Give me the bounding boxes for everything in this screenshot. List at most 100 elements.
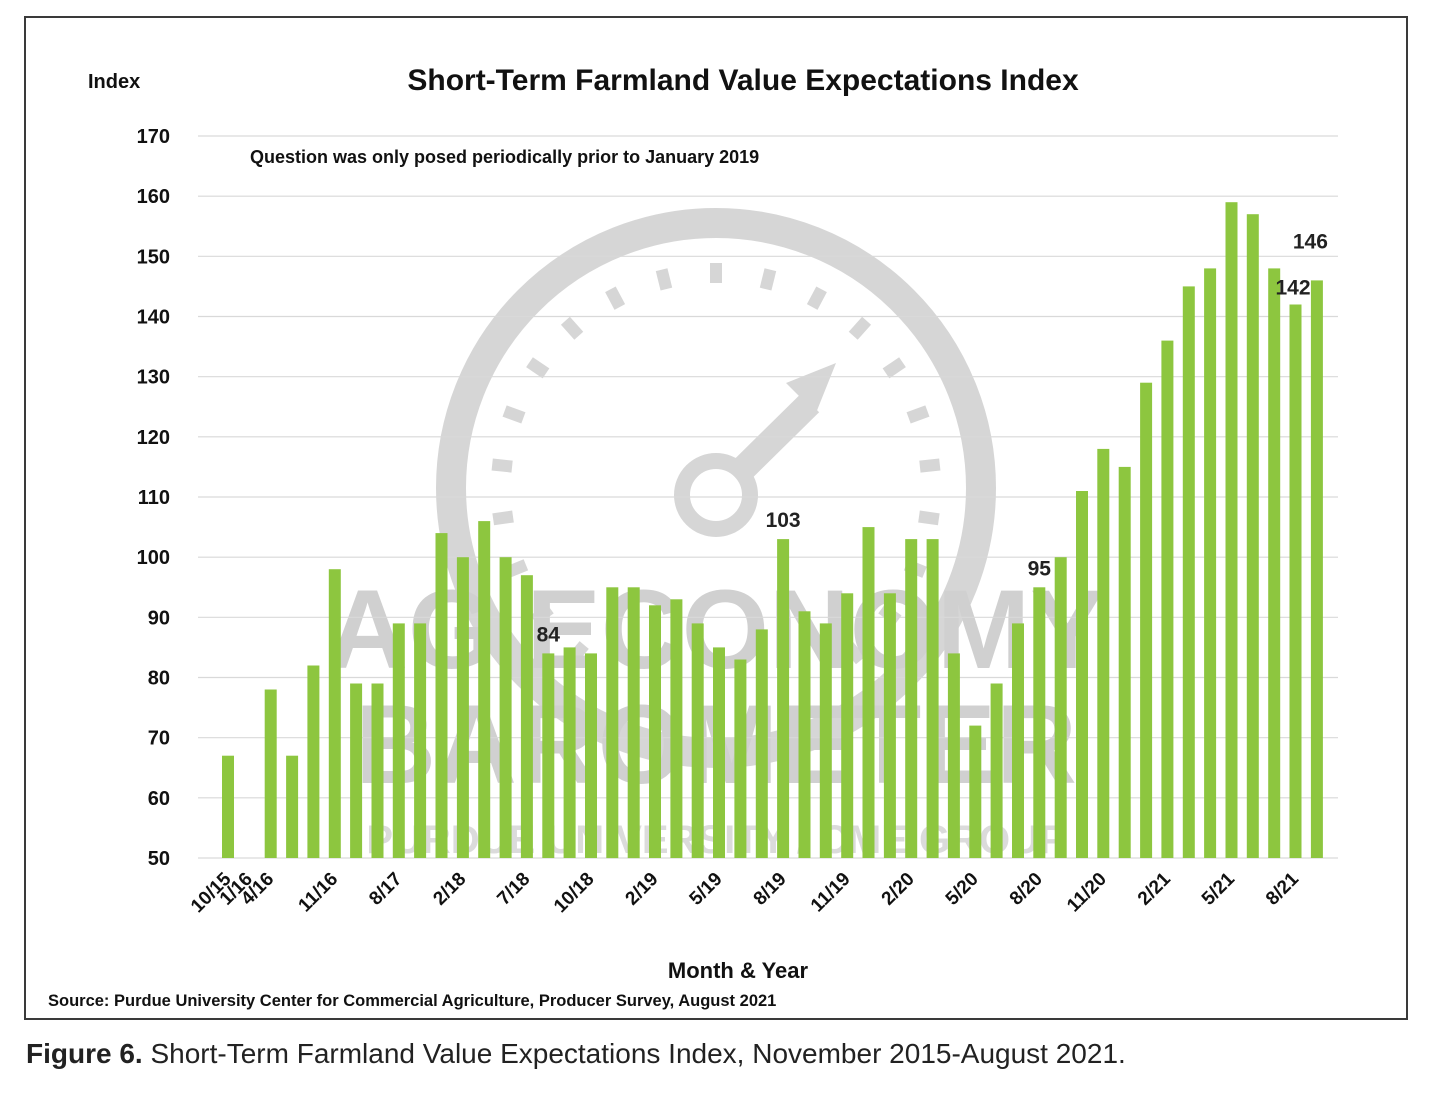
bar bbox=[499, 557, 512, 858]
bar bbox=[734, 659, 747, 858]
bar bbox=[862, 527, 875, 858]
bar bbox=[1310, 280, 1323, 858]
watermark-gauge-tick bbox=[502, 405, 526, 424]
bar bbox=[755, 629, 768, 858]
bar bbox=[990, 683, 1003, 858]
bar bbox=[1118, 466, 1131, 858]
watermark-gauge-tick bbox=[605, 286, 626, 310]
bar bbox=[435, 533, 448, 858]
chart-frame: AG ECONOMY BAROMETER PURDUE UNIVERSITY /… bbox=[24, 16, 1408, 1020]
y-tick-label: 120 bbox=[137, 427, 170, 449]
x-tick-label: 10/18 bbox=[550, 869, 598, 917]
bar bbox=[264, 689, 277, 858]
y-tick-label: 50 bbox=[148, 848, 170, 870]
y-tick-label: 70 bbox=[148, 728, 170, 750]
y-tick-label: 150 bbox=[137, 246, 170, 268]
y-tick-label: 110 bbox=[138, 487, 170, 509]
watermark-gauge-tick bbox=[919, 458, 941, 473]
watermark-gauge-tick bbox=[906, 405, 930, 424]
bar bbox=[585, 653, 597, 858]
bar bbox=[819, 623, 832, 858]
x-tick-label: 5/20 bbox=[942, 869, 983, 910]
x-tick-label: 8/17 bbox=[365, 869, 406, 910]
watermark-gauge-tick bbox=[526, 357, 550, 379]
figure-caption-text: Short-Term Farmland Value Expectations I… bbox=[142, 1038, 1126, 1069]
bar bbox=[905, 539, 918, 858]
bar bbox=[969, 725, 982, 858]
bar bbox=[691, 623, 704, 858]
bar bbox=[1012, 623, 1024, 858]
bar bbox=[606, 587, 619, 859]
bar bbox=[1289, 304, 1302, 858]
bar bbox=[392, 623, 405, 858]
figure-label: Figure 6. bbox=[26, 1038, 143, 1069]
bar bbox=[1225, 202, 1238, 858]
y-tick-label: 170 bbox=[137, 126, 170, 148]
x-axis-tick-labels: 10/151/164/16 11/16 8/17 2/18 7/18 10/18 2/19 5… bbox=[187, 868, 1303, 917]
data-label: 146 bbox=[1293, 230, 1328, 253]
data-label: 142 bbox=[1276, 276, 1311, 299]
bar bbox=[1246, 214, 1259, 858]
x-tick-label: 11/20 bbox=[1063, 869, 1111, 917]
bar bbox=[520, 575, 533, 858]
bar bbox=[1097, 448, 1110, 858]
bar bbox=[350, 683, 363, 858]
y-tick-label: 100 bbox=[137, 547, 170, 569]
y-tick-label: 80 bbox=[148, 668, 170, 690]
bar bbox=[649, 605, 661, 858]
y-tick-label: 90 bbox=[148, 607, 170, 629]
watermark-gauge-tick bbox=[759, 268, 777, 291]
bar bbox=[926, 539, 939, 858]
bar bbox=[1161, 340, 1174, 859]
bar bbox=[1204, 268, 1217, 858]
figure-caption: Figure 6. Short-Term Farmland Value Expe… bbox=[26, 1038, 1126, 1070]
data-label: 84 bbox=[537, 623, 561, 646]
watermark-gauge-arrowhead bbox=[786, 363, 836, 413]
y-tick-label: 160 bbox=[137, 186, 170, 208]
bar bbox=[328, 569, 341, 858]
watermark-gauge-tick bbox=[848, 316, 872, 340]
watermark-gauge-tick bbox=[491, 458, 513, 473]
y-tick-label: 130 bbox=[137, 367, 170, 389]
watermark-gauge-tick bbox=[882, 357, 906, 379]
watermark-gauge-tick bbox=[530, 603, 554, 626]
bar bbox=[307, 665, 320, 858]
bar bbox=[542, 653, 555, 858]
data-label: 103 bbox=[766, 509, 801, 532]
x-tick-label: 8/19 bbox=[750, 869, 791, 910]
x-tick-label: 2/20 bbox=[878, 869, 919, 910]
bar bbox=[1033, 587, 1046, 859]
x-tick-label: 11/16 bbox=[295, 869, 343, 917]
x-tick-label: 8/20 bbox=[1006, 869, 1047, 910]
bar bbox=[1076, 491, 1088, 858]
bar bbox=[222, 755, 234, 858]
bar bbox=[1182, 286, 1195, 858]
watermark-gauge-hub bbox=[674, 453, 758, 537]
x-tick-label: 11/19 bbox=[807, 869, 855, 917]
bar bbox=[777, 539, 790, 858]
x-tick-label: 2/18 bbox=[429, 869, 470, 910]
bars bbox=[222, 202, 1323, 859]
bar bbox=[478, 521, 491, 858]
bar bbox=[841, 593, 854, 858]
watermark-gauge-tick bbox=[492, 510, 514, 526]
bar bbox=[371, 683, 384, 858]
chart-title: Short-Term Farmland Value Expectations I… bbox=[407, 64, 1079, 97]
data-labels: 84 103 95 142 146 bbox=[537, 230, 1328, 646]
y-axis-label: Index bbox=[88, 71, 140, 93]
chart-source: Source: Purdue University Center for Com… bbox=[48, 992, 776, 1010]
bar bbox=[1054, 557, 1067, 858]
chart-note: Question was only posed periodically pri… bbox=[250, 147, 759, 167]
bar bbox=[1268, 268, 1281, 858]
y-tick-label: 60 bbox=[148, 788, 170, 810]
x-tick-label: 8/21 bbox=[1262, 868, 1303, 909]
x-tick-label: 7/18 bbox=[493, 869, 534, 910]
x-tick-label: 2/21 bbox=[1134, 868, 1175, 909]
bar bbox=[947, 653, 960, 858]
watermark-gauge-tick bbox=[918, 510, 940, 526]
x-tick-label: 5/19 bbox=[686, 869, 727, 910]
bar bbox=[627, 587, 640, 859]
bar bbox=[1140, 382, 1153, 858]
bar bbox=[713, 647, 725, 858]
data-label: 95 bbox=[1028, 557, 1052, 580]
